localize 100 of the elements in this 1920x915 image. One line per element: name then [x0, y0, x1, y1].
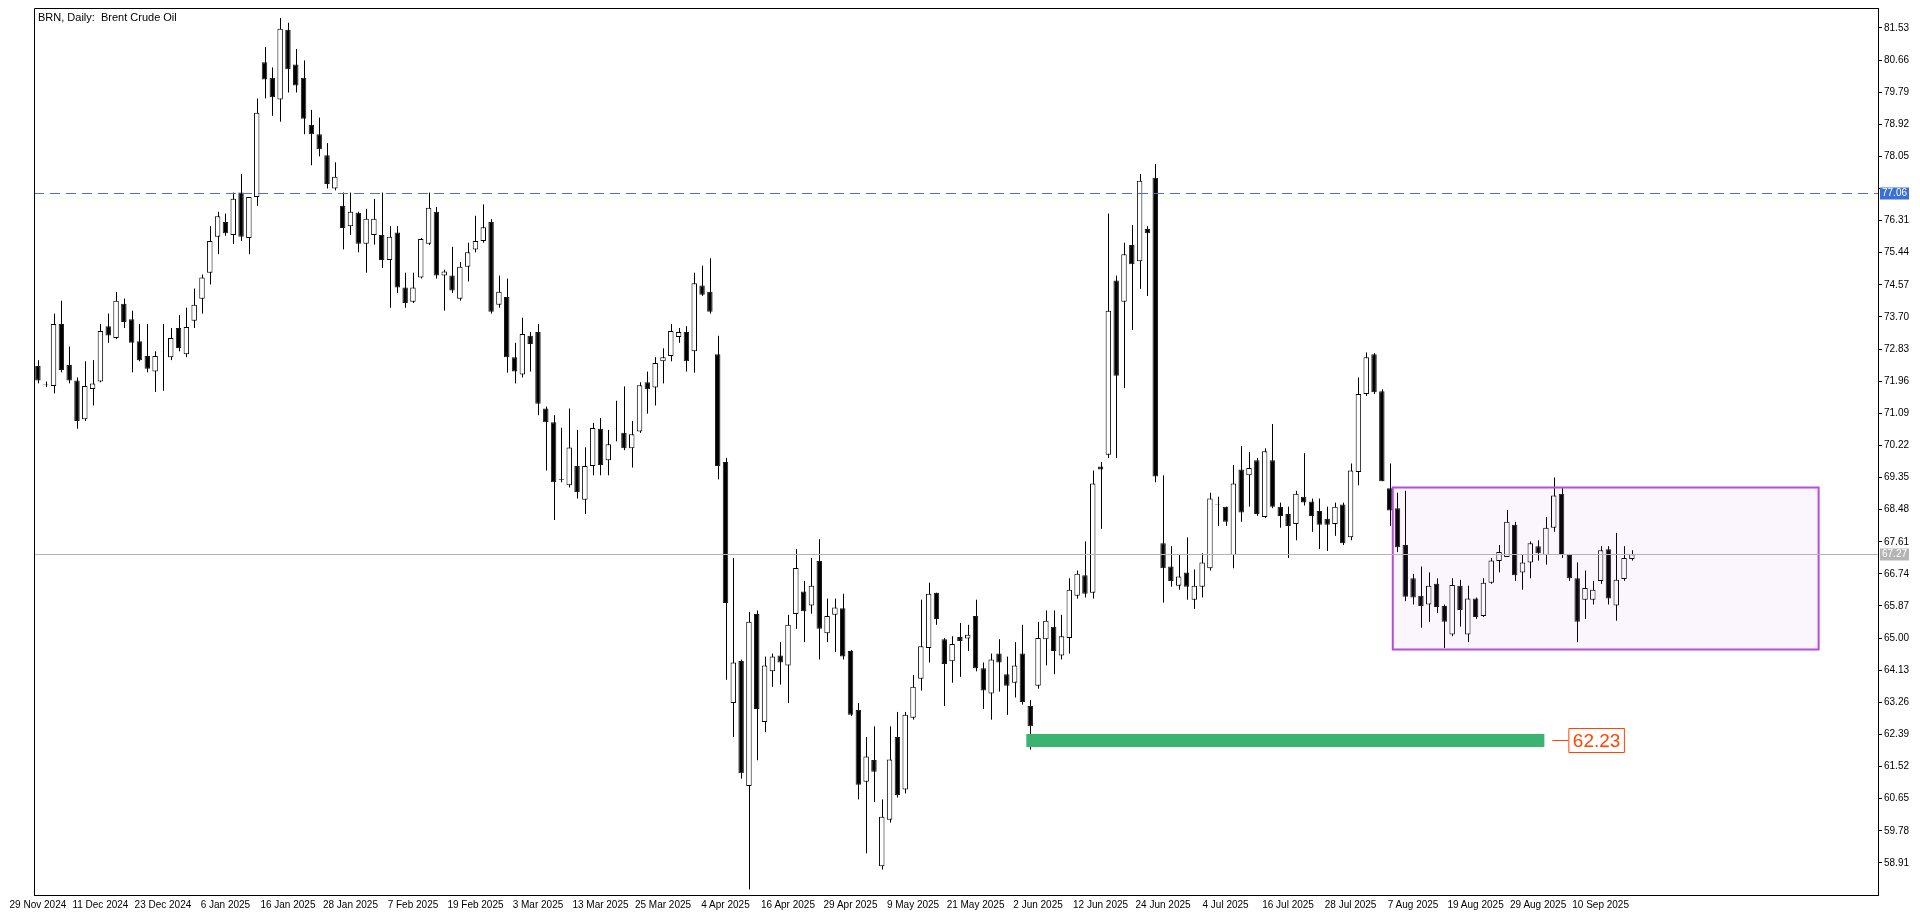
y-tick-label: 74.57: [1884, 278, 1910, 290]
x-tick-label: 4 Jul 2025: [1202, 898, 1250, 910]
candlestick: [402, 272, 408, 309]
candlestick: [1129, 224, 1135, 331]
candlestick: [191, 288, 197, 329]
x-tick-label: 23 Dec 2024: [134, 898, 192, 910]
y-tick-label: 61.52: [1884, 760, 1910, 772]
candlestick: [261, 46, 268, 99]
y-tick-label: 72.83: [1884, 342, 1910, 354]
chart-title: BRN, Daily: Brent Crude Oil: [38, 10, 177, 23]
y-tick-label: 71.09: [1884, 407, 1910, 419]
candlestick: [957, 622, 963, 678]
candlestick: [1535, 539, 1541, 562]
x-tick-label: 7 Feb 2025: [387, 898, 439, 910]
y-tick-label: 73.70: [1884, 310, 1910, 322]
y-tick-label: 76.31: [1884, 214, 1910, 226]
candlestick: [949, 635, 955, 684]
candlestick: [1160, 474, 1166, 604]
y-tick-label: 70.22: [1884, 439, 1910, 451]
candlestick: [1488, 557, 1494, 585]
y-tick-label: 67.61: [1884, 535, 1910, 547]
candlestick: [574, 429, 580, 500]
ref-line-label: 62.23: [1572, 729, 1621, 751]
candlestick: [668, 323, 674, 362]
candlestick: [1621, 545, 1627, 582]
candlestick: [1168, 545, 1174, 588]
candlestick: [660, 347, 666, 384]
candlestick: [980, 661, 987, 710]
candlestick: [1004, 656, 1010, 716]
x-tick-label: 19 Aug 2025: [1447, 898, 1505, 910]
candlestick: [1074, 570, 1080, 600]
candlestick: [1324, 506, 1330, 552]
x-tick-label: 6 Jan 2025: [200, 898, 251, 910]
candlestick: [1199, 552, 1205, 598]
candlestick: [652, 356, 658, 407]
candlestick: [1246, 451, 1252, 508]
candlestick: [832, 598, 838, 653]
candlestick: [316, 117, 322, 157]
candlestick: [363, 208, 369, 274]
candlestick: [1082, 540, 1088, 598]
x-tick-label: 25 Mar 2025: [634, 898, 692, 910]
candlestick: [527, 331, 533, 373]
y-tick-label: 64.13: [1884, 663, 1910, 675]
candlestick: [1418, 565, 1424, 629]
x-tick-label: 28 Jul 2025: [1324, 898, 1377, 910]
candlestick: [410, 272, 416, 304]
y-tick-label: 69.35: [1884, 471, 1910, 483]
x-tick-label: 13 Mar 2025: [572, 898, 629, 910]
x-tick-label: 21 May 2025: [946, 898, 1005, 910]
x-tick-label: 10 Sep 2025: [1572, 898, 1630, 910]
candlestick: [996, 638, 1002, 693]
y-tick-label: 65.00: [1884, 631, 1910, 643]
candlestick: [1457, 579, 1463, 628]
y-tick-label: 59.78: [1884, 824, 1910, 836]
y-tick-label: 58.91: [1884, 856, 1910, 868]
x-tick-label: 12 Jun 2025: [1073, 898, 1129, 910]
x-tick-label: 29 Nov 2024: [9, 898, 67, 910]
x-tick-label: 19 Feb 2025: [447, 898, 504, 910]
y-tick-label: 81.53: [1884, 21, 1910, 33]
y-tick-label: 71.96: [1884, 374, 1910, 386]
candlestick: [371, 198, 377, 246]
x-tick-label: 29 Aug 2025: [1510, 898, 1567, 910]
y-tick-label: 62.39: [1884, 728, 1910, 740]
candlestick: [863, 736, 869, 854]
candlestick: [777, 641, 783, 686]
candlestick: [1097, 461, 1104, 530]
candlestick: [480, 203, 487, 244]
candlestick: [293, 48, 299, 94]
y-tick-label: 80.66: [1884, 53, 1910, 65]
candlestick: [496, 275, 502, 309]
y-tick-label: 75.44: [1884, 246, 1910, 258]
candlestick: [1043, 609, 1049, 666]
x-tick-label: 29 Apr 2025: [823, 898, 878, 910]
candlestick: [89, 359, 96, 407]
candlestick: [441, 269, 447, 312]
candlestick: [824, 598, 830, 643]
candlestick: [332, 161, 338, 191]
candlestick: [511, 342, 518, 384]
candlestick: [152, 350, 158, 393]
candlestick: [1410, 573, 1416, 605]
candlestick: [105, 313, 111, 344]
candlestick: [1011, 641, 1018, 699]
candlestick: [871, 725, 877, 803]
x-tick-label: 16 Jan 2025: [260, 898, 316, 910]
candlestick: [699, 265, 705, 297]
x-tick-label: 4 Apr 2025: [701, 898, 751, 910]
candlestick: [1332, 502, 1338, 537]
y-tick-label: 68.48: [1884, 503, 1910, 515]
candlestick: [1316, 498, 1323, 550]
x-tick-label: 2 Jun 2025: [1013, 898, 1064, 910]
y-tick-label: 65.87: [1884, 599, 1910, 611]
x-tick-label: 28 Jan 2025: [322, 898, 379, 910]
x-tick-label: 9 May 2025: [886, 898, 940, 910]
candlestick: [449, 246, 455, 294]
y-tick-label: 66.74: [1884, 567, 1910, 579]
y-tick-label: 60.65: [1884, 792, 1910, 804]
candlestick: [1582, 570, 1588, 620]
candlestick: [1496, 544, 1502, 573]
candlestick: [1175, 554, 1182, 591]
x-tick-label: 16 Apr 2025: [761, 898, 816, 910]
